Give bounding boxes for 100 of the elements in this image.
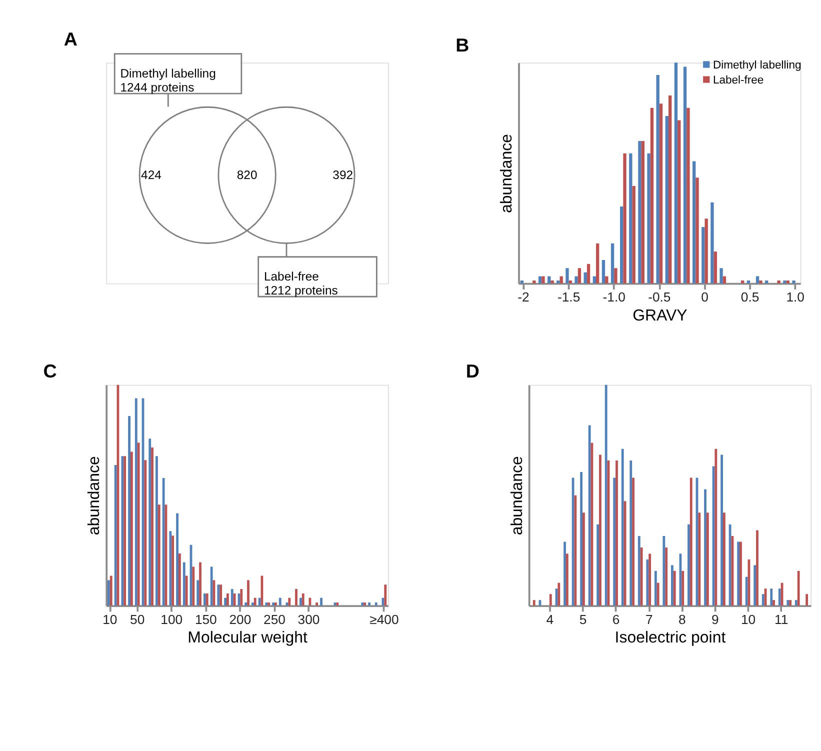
bar	[632, 186, 636, 284]
bar	[656, 74, 660, 284]
bar	[574, 276, 578, 284]
bar	[792, 280, 796, 284]
legend-label: Label-free	[712, 74, 764, 86]
bar	[176, 513, 178, 606]
bar	[272, 602, 274, 606]
text: Dimethyl labelling 1244 proteins	[120, 66, 216, 94]
bar	[300, 598, 302, 606]
bar	[647, 153, 650, 284]
bar	[630, 460, 632, 606]
bar	[320, 598, 322, 606]
bar	[756, 276, 760, 284]
x-tick-label: 11	[774, 612, 788, 627]
bar	[274, 602, 277, 606]
x-tick-label: 4	[546, 612, 554, 627]
bar	[728, 524, 732, 606]
bar	[558, 582, 560, 606]
bar	[621, 448, 624, 606]
bar	[199, 562, 202, 606]
x-tick-label: 0	[701, 290, 708, 305]
x-tick-label: 1.0	[786, 290, 804, 305]
bar	[737, 542, 740, 606]
bar	[144, 460, 147, 606]
bar	[623, 153, 626, 284]
x-tick-label: 300	[298, 612, 320, 627]
bar	[532, 280, 536, 284]
x-axis-title: Isoelectric point	[614, 630, 726, 647]
bar	[295, 589, 298, 606]
bar	[710, 202, 714, 284]
bar	[148, 438, 152, 606]
bar	[756, 530, 758, 606]
bar	[610, 243, 614, 284]
bar	[361, 602, 364, 606]
bar	[564, 542, 566, 606]
bar	[613, 478, 616, 606]
data-label: 820	[236, 168, 258, 182]
x-tick-label: 100	[160, 612, 183, 627]
bar	[650, 108, 654, 284]
bar	[678, 120, 681, 284]
x-tick-label: -0.5	[648, 290, 671, 305]
bar	[596, 243, 600, 284]
bar	[230, 589, 234, 606]
bar	[706, 512, 709, 606]
bar	[134, 398, 138, 606]
bar	[374, 602, 378, 606]
bar	[777, 280, 780, 284]
bar	[714, 448, 718, 606]
bar	[762, 594, 764, 606]
bar	[797, 570, 800, 606]
bar	[538, 276, 542, 284]
bar	[641, 140, 644, 284]
bar	[220, 584, 222, 606]
bar	[114, 464, 117, 606]
bar	[124, 456, 126, 606]
bar	[368, 602, 370, 606]
bar	[580, 472, 582, 606]
bar	[196, 580, 200, 606]
bar	[629, 153, 632, 284]
bar	[121, 456, 124, 606]
bar	[158, 504, 160, 606]
bar	[682, 570, 684, 606]
chart-title: C	[43, 360, 58, 382]
bar	[745, 576, 748, 606]
bar	[265, 602, 268, 606]
bar	[783, 280, 786, 284]
y-axis-title: abundance	[86, 456, 104, 536]
bar	[169, 531, 172, 606]
bar	[156, 456, 158, 606]
x-tick-label: 7	[645, 612, 653, 627]
bar	[662, 536, 666, 606]
bar	[582, 512, 585, 606]
bar	[656, 582, 660, 606]
bar	[210, 566, 213, 606]
bar	[548, 276, 551, 284]
bar	[786, 280, 790, 284]
data-label: 424	[141, 168, 162, 182]
bar	[556, 280, 560, 284]
x-tick-label: 10	[102, 612, 118, 627]
chart-title: B	[456, 34, 470, 56]
bar	[574, 495, 577, 606]
x-tick-label: 50	[130, 612, 145, 627]
bar	[252, 602, 254, 606]
bar	[674, 62, 678, 284]
bar	[599, 454, 602, 606]
x-tick-label: 0.5	[740, 290, 760, 305]
bar	[596, 524, 600, 606]
bar	[702, 227, 705, 284]
x-tick-label: 9	[712, 612, 719, 627]
bar	[764, 280, 768, 284]
bar	[542, 276, 545, 284]
x-tick-label: ≥400	[370, 612, 399, 627]
bar	[566, 554, 568, 606]
bar	[614, 268, 618, 284]
bar	[704, 489, 706, 606]
bar	[162, 478, 165, 606]
bar	[204, 593, 206, 606]
bar	[384, 584, 387, 606]
x-tick-label: 200	[229, 612, 252, 627]
bar	[688, 524, 690, 606]
